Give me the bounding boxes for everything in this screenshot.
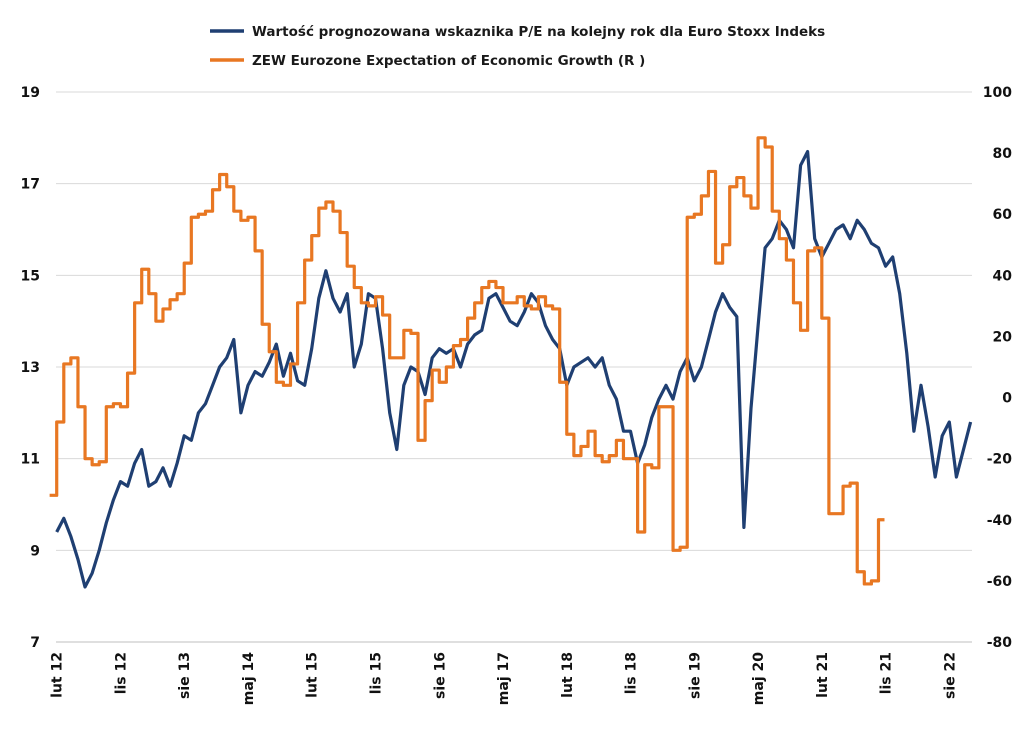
series-line-zew — [49, 136, 885, 586]
x-tick-label: sie 22 — [942, 652, 958, 699]
legend-label-zew: ZEW Eurozone Expectation of Economic Gro… — [252, 53, 645, 69]
right-axis-tick-labels: 100 80 60 40 20 0 -20 -40 -60 -80 — [983, 85, 1012, 651]
right-tick-label: 20 — [993, 329, 1013, 345]
legend: Wartość prognozowana wskaznika P/E na ko… — [210, 24, 825, 69]
left-axis-tick-labels: 19 17 15 13 11 9 7 — [21, 85, 40, 651]
x-tick-label: lis 12 — [113, 652, 129, 694]
x-tick-label: lis 21 — [879, 652, 895, 694]
x-tick-label: lut 15 — [305, 652, 321, 698]
x-tick-label: lut 21 — [815, 652, 831, 698]
legend-label-pe: Wartość prognozowana wskaznika P/E na ko… — [252, 24, 825, 40]
x-tick-label: lis 15 — [369, 652, 385, 694]
left-tick-label: 9 — [30, 543, 40, 559]
right-tick-label: 0 — [1002, 391, 1012, 407]
right-tick-label: -40 — [987, 513, 1013, 529]
right-tick-label: -20 — [987, 452, 1013, 468]
x-tick-label: lut 12 — [50, 652, 66, 698]
left-tick-label: 13 — [21, 360, 40, 376]
series-lines — [49, 136, 973, 589]
left-tick-label: 11 — [21, 452, 40, 468]
x-tick-label: maj 14 — [241, 652, 257, 705]
x-tick-label: sie 19 — [687, 652, 703, 699]
right-tick-label: -60 — [987, 574, 1013, 590]
left-tick-label: 17 — [21, 177, 40, 193]
right-tick-label: 60 — [993, 207, 1013, 223]
right-tick-label: -80 — [987, 635, 1013, 651]
x-tick-label: maj 17 — [496, 652, 512, 705]
x-tick-label: lut 18 — [560, 652, 576, 698]
left-tick-label: 7 — [30, 635, 40, 651]
right-tick-label: 80 — [993, 146, 1013, 162]
left-tick-label: 15 — [21, 268, 40, 284]
right-tick-label: 100 — [983, 85, 1012, 101]
gridlines — [56, 91, 972, 551]
left-tick-label: 19 — [21, 85, 40, 101]
x-tick-label: maj 20 — [751, 652, 767, 705]
x-tick-label: lis 18 — [624, 652, 640, 694]
x-tick-label: sie 13 — [177, 652, 193, 699]
x-axis-tick-labels: lut 12 lis 12 sie 13 maj 14 lut 15 lis 15 sie … — [50, 652, 959, 705]
x-tick-label: sie 16 — [432, 652, 448, 699]
right-tick-label: 40 — [993, 268, 1013, 284]
